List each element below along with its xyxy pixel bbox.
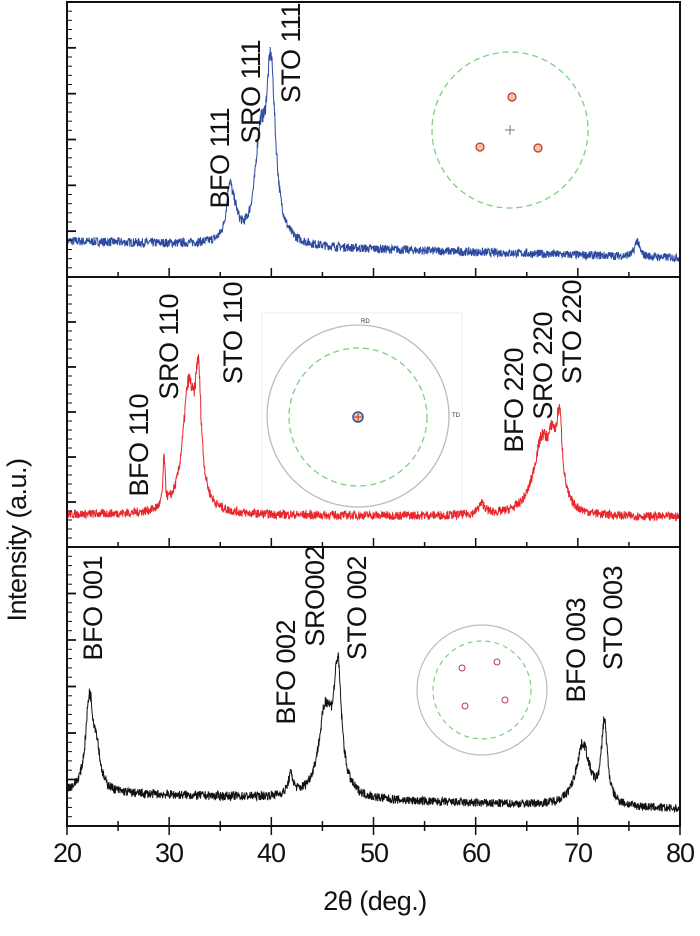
inset-top-pole xyxy=(533,143,543,153)
peak-label: STO 111 xyxy=(276,3,306,104)
series-line-panel-1 xyxy=(66,46,681,263)
inset-top-dashed-circle xyxy=(431,51,589,209)
inset-middle-frame xyxy=(261,312,463,512)
peak-label: BFO 111 xyxy=(205,108,235,209)
peak-label: BFO 002 xyxy=(271,620,301,725)
y-axis-label: Intensity (a.u.) xyxy=(2,458,32,622)
inset-bottom-pole xyxy=(493,658,501,666)
x-tick-label: 60 xyxy=(461,838,491,868)
peak-label: SRO 111 xyxy=(236,40,266,144)
peak-label: BFO 220 xyxy=(499,348,529,453)
pole-figure-insets xyxy=(261,51,589,756)
peak-label: SRO 110 xyxy=(154,294,184,400)
peak-label: BFO 003 xyxy=(561,598,591,703)
inset-top-pole-figure xyxy=(431,51,589,209)
inset-bottom-dashed-circle xyxy=(432,640,532,740)
peak-label: BFO 110 xyxy=(124,394,154,497)
inset-rd-label: RD xyxy=(361,319,370,325)
x-tick-label: 80 xyxy=(665,838,695,868)
inset-bottom-pole xyxy=(458,664,466,672)
x-tick-label: 70 xyxy=(563,838,593,868)
x-tick-label: 20 xyxy=(52,838,82,868)
inset-top-center-mark xyxy=(505,125,515,135)
x-tick-label: 30 xyxy=(154,838,184,868)
x-tick-label: 50 xyxy=(359,838,389,868)
inset-bottom-outer-circle xyxy=(416,624,548,756)
x-axis-label: 2θ (deg.) xyxy=(323,886,427,916)
series-line-panel-2 xyxy=(66,354,681,522)
peak-label: STO 220 xyxy=(557,280,587,385)
inset-middle-center-mark xyxy=(354,413,362,421)
inset-middle-pole-figure xyxy=(261,312,463,512)
peak-label: SRO 220 xyxy=(528,312,558,420)
peak-label: STO 110 xyxy=(218,282,248,385)
series-line-panel-3 xyxy=(66,652,681,813)
inset-td-label: TD xyxy=(452,413,460,419)
inset-bottom-pole-figure xyxy=(416,624,548,756)
inset-top-pole xyxy=(507,92,517,102)
peak-label: STO 003 xyxy=(598,566,628,671)
inset-bottom-pole xyxy=(461,702,469,710)
peak-label: STO 002 xyxy=(342,556,372,661)
inset-middle-dashed-circle xyxy=(288,347,428,487)
x-tick-label: 40 xyxy=(256,838,286,868)
panel-frame xyxy=(66,1,681,278)
inset-middle-outer-circle xyxy=(266,324,450,508)
peak-label: BFO 001 xyxy=(78,556,108,661)
inset-top-pole xyxy=(475,142,485,152)
peak-label: SRO002 xyxy=(300,546,330,647)
inset-bottom-pole xyxy=(501,696,509,704)
